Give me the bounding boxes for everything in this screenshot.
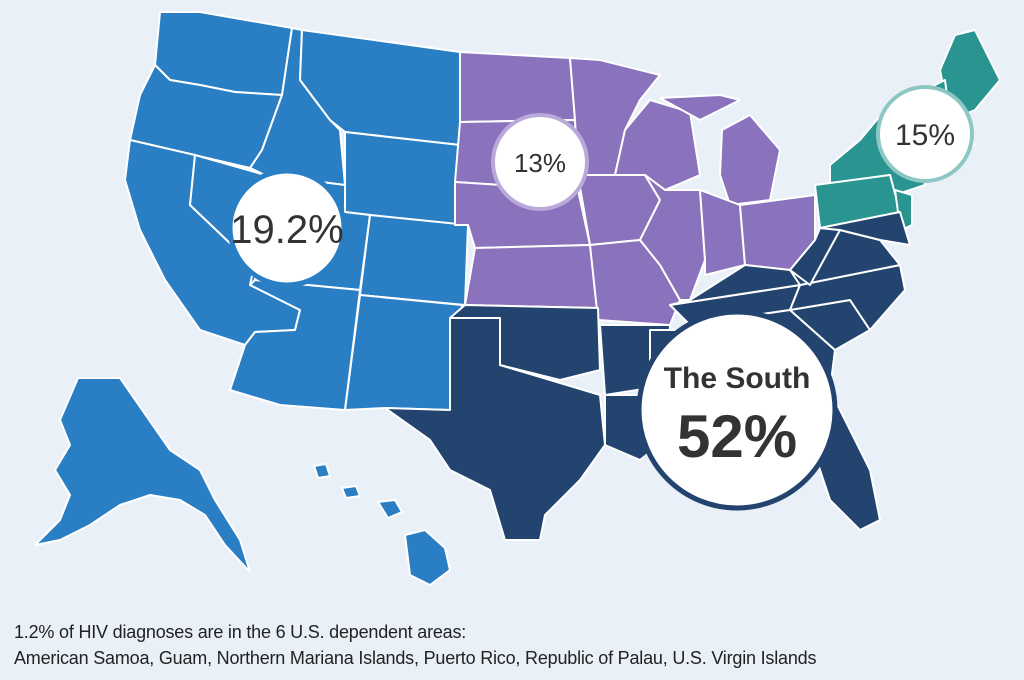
state-new-jersey xyxy=(894,189,913,231)
state-indiana xyxy=(699,189,746,276)
northeast-callout-ring xyxy=(876,85,974,183)
south-callout-ring xyxy=(636,309,838,511)
state-north-dakota xyxy=(459,51,576,123)
footnote-line-1: 1.2% of HIV diagnoses are in the 6 U.S. … xyxy=(14,622,467,642)
south-percent-label: 52% xyxy=(677,403,797,470)
state-oklahoma xyxy=(449,304,601,381)
state-illinois xyxy=(639,174,706,301)
footnote-line-2: American Samoa, Guam, Northern Mariana I… xyxy=(14,648,817,668)
state-hawaii-kauai xyxy=(313,463,331,479)
west-region xyxy=(34,11,469,586)
state-hawaii-maui xyxy=(377,499,403,519)
state-hawaii-big-island xyxy=(404,529,451,586)
northeast-percent-label: 15% xyxy=(895,119,955,152)
state-new-mexico xyxy=(344,294,463,411)
northeast-callout: 15% xyxy=(876,85,974,183)
south-callout: The South 52% xyxy=(636,309,838,511)
state-colorado xyxy=(359,214,469,306)
south-region-name: The South xyxy=(664,362,811,395)
west-percent-label: 19.2% xyxy=(230,208,343,252)
state-kansas xyxy=(464,244,599,309)
state-maryland-delaware xyxy=(819,211,911,246)
state-hawaii-oahu xyxy=(341,485,361,499)
west-callout: 19.2% xyxy=(227,168,347,288)
west-callout-ring xyxy=(227,168,347,288)
midwest-percent-label: 13% xyxy=(514,148,566,178)
state-texas xyxy=(384,317,606,541)
midwest-callout: 13% xyxy=(491,113,589,211)
state-wisconsin xyxy=(614,99,701,191)
state-wyoming xyxy=(344,131,461,226)
midwest-callout-ring xyxy=(491,113,589,211)
us-region-map: 19.2% 13% 15% The South 52% xyxy=(34,11,1001,586)
dependent-areas-footnote: 1.2% of HIV diagnoses are in the 6 U.S. … xyxy=(14,619,1014,671)
state-alaska xyxy=(34,377,251,573)
